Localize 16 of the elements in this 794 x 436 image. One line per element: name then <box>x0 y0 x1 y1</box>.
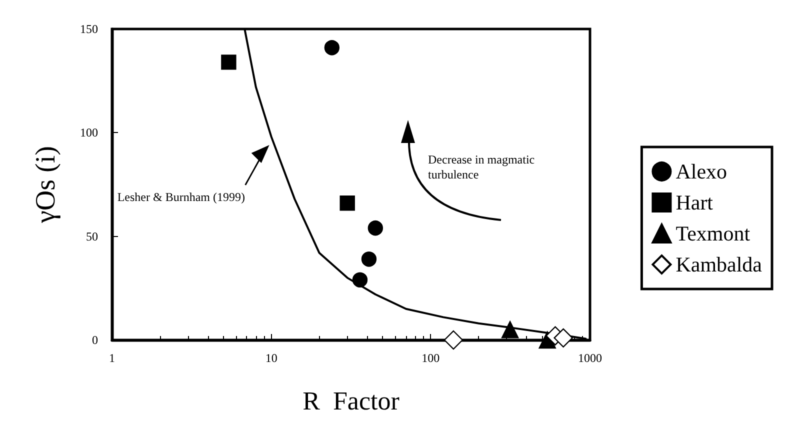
annotation: Lesher & Burnham (1999) <box>117 190 245 204</box>
annotation: Decrease in magmatic turbulence <box>428 152 535 182</box>
y-tick-label: 50 <box>86 229 98 244</box>
legend-label: Kambalda <box>676 252 763 276</box>
x-tick-label: 100 <box>422 351 440 365</box>
x-axis-title: R Factor <box>302 386 400 416</box>
legend-label: Alexo <box>676 160 728 184</box>
x-tick-label: 1 <box>109 351 115 365</box>
x-tick-label: 1000 <box>578 351 602 365</box>
y-tick-label: 0 <box>92 333 98 347</box>
y-tick-label: 150 <box>80 22 98 36</box>
legend-label: Hart <box>676 190 714 214</box>
legend-label: Texmont <box>676 222 750 246</box>
y-tick-label: 100 <box>80 126 98 140</box>
y-axis-title: γOs (i) <box>30 146 62 224</box>
x-tick-label: 10 <box>265 351 278 365</box>
